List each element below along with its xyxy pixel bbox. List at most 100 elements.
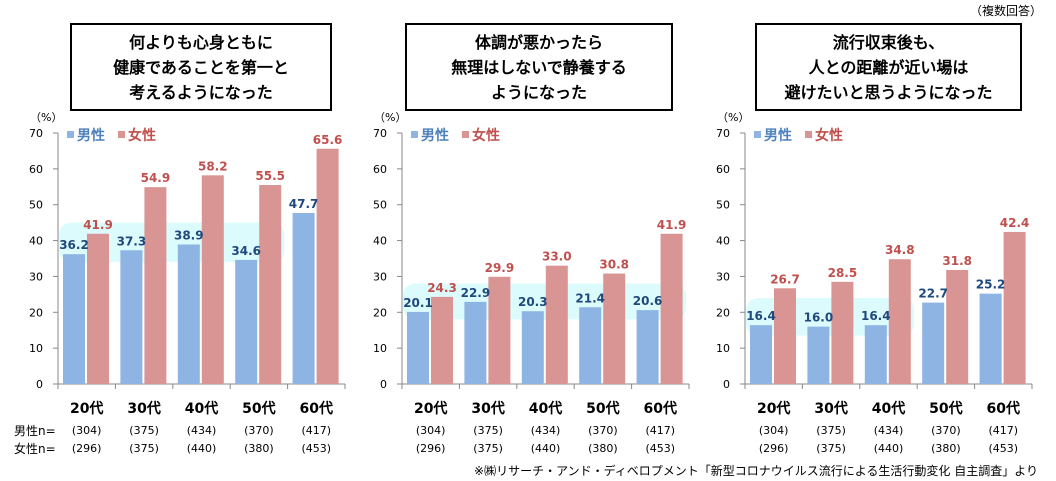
legend-male-swatch <box>411 131 418 138</box>
female-n-value: (380) <box>931 442 961 455</box>
data-label-male: 21.4 <box>575 291 605 305</box>
female-n-value: (440) <box>187 442 217 455</box>
female-n-value: (296) <box>416 442 446 455</box>
data-label-female: 28.5 <box>828 266 858 280</box>
y-tick-label: 10 <box>29 342 43 355</box>
y-unit-label: （%） <box>30 111 62 124</box>
y-tick-label: 30 <box>29 270 43 283</box>
male-n-value: (370) <box>931 424 961 437</box>
y-tick-label: 70 <box>29 127 43 140</box>
legend-male-swatch <box>754 131 761 138</box>
bar-female <box>1003 231 1026 384</box>
female-n-value: (296) <box>759 442 789 455</box>
x-tick-label: 60代 <box>644 400 677 417</box>
data-label-female: 24.3 <box>427 281 457 295</box>
legend-male-label: 男性 <box>421 127 449 144</box>
y-tick-label: 60 <box>29 163 43 176</box>
y-tick-label: 50 <box>29 199 43 212</box>
x-tick-label: 40代 <box>529 400 562 417</box>
x-tick-label: 30代 <box>814 400 847 417</box>
bar-female <box>774 288 796 384</box>
bar-male <box>979 293 1002 384</box>
y-unit-label: （%） <box>374 111 406 124</box>
bar-male <box>235 259 258 384</box>
male-n-value: (370) <box>244 424 274 437</box>
legend-female-swatch <box>805 131 812 138</box>
y-tick-label: 30 <box>716 270 730 283</box>
multiple-answer-note: （複数回答） <box>969 4 1042 18</box>
y-tick-label: 70 <box>716 127 730 140</box>
data-label-male: 16.0 <box>804 311 834 325</box>
female-n-value: (380) <box>588 442 618 455</box>
data-label-female: 58.2 <box>198 159 228 173</box>
bar-male <box>292 212 315 384</box>
data-label-male: 20.3 <box>518 295 548 309</box>
female-n-value: (453) <box>302 442 332 455</box>
female-n-value: (296) <box>72 442 102 455</box>
x-tick-label: 40代 <box>872 400 905 417</box>
x-tick-label: 60代 <box>987 400 1020 417</box>
y-tick-label: 0 <box>36 378 43 391</box>
bar-female <box>431 296 453 384</box>
source-note: ※㈱リサーチ・アンド・ディベロプメント「新型コロナウイルス流行による生活行動変化… <box>474 464 1038 478</box>
data-label-female: 65.6 <box>313 133 343 147</box>
y-tick-label: 20 <box>373 306 387 319</box>
legend-female-label: 女性 <box>815 127 843 144</box>
male-n-value: (304) <box>72 424 102 437</box>
y-tick-label: 70 <box>373 127 387 140</box>
y-tick-label: 40 <box>29 235 43 248</box>
data-label-female: 54.9 <box>141 171 171 185</box>
bar-female <box>87 233 109 384</box>
legend-female-swatch <box>462 131 469 138</box>
bar-female <box>144 187 167 384</box>
x-tick-label: 50代 <box>929 400 962 417</box>
female-n-value: (375) <box>473 442 503 455</box>
data-label-female: 34.8 <box>885 243 915 257</box>
y-tick-label: 60 <box>716 163 730 176</box>
data-label-female: 26.7 <box>770 272 800 286</box>
x-tick-label: 60代 <box>300 400 333 417</box>
data-label-male: 16.4 <box>861 309 891 323</box>
data-label-female: 55.5 <box>255 169 285 183</box>
male-n-value: (417) <box>989 424 1019 437</box>
bar-female <box>888 259 911 384</box>
x-tick-label: 20代 <box>757 400 790 417</box>
female-n-value: (375) <box>816 442 846 455</box>
data-label-female: 31.8 <box>942 254 972 268</box>
data-label-male: 47.7 <box>289 197 319 211</box>
data-label-male: 25.2 <box>976 278 1006 292</box>
bar-female <box>201 175 224 384</box>
legend-male-label: 男性 <box>764 127 792 144</box>
bar-female <box>545 265 568 384</box>
male-n-label: 男性n= <box>14 424 56 438</box>
y-tick-label: 0 <box>380 378 387 391</box>
legend-female-label: 女性 <box>472 127 500 144</box>
legend-female-swatch <box>118 131 125 138</box>
chart-title-2: 体調が悪かったら 無理はしないで静養する ようになった <box>405 23 673 111</box>
data-label-male: 36.2 <box>59 238 89 252</box>
bar-male <box>120 250 143 384</box>
chart-title-3: 流行収束後も、 人との距離が近い場は 避けたいと思うようになった <box>755 23 1022 111</box>
bar-male <box>464 301 487 384</box>
bar-male <box>922 302 945 384</box>
bar-male <box>864 325 887 384</box>
bar-female <box>660 233 683 384</box>
y-tick-label: 50 <box>373 199 387 212</box>
y-tick-label: 10 <box>373 342 387 355</box>
bar-male <box>750 325 772 384</box>
male-n-value: (434) <box>187 424 217 437</box>
female-n-value: (453) <box>989 442 1019 455</box>
bar-female <box>603 273 626 384</box>
y-tick-label: 20 <box>716 306 730 319</box>
bar-female <box>488 276 511 384</box>
female-n-value: (440) <box>874 442 904 455</box>
y-tick-label: 40 <box>716 235 730 248</box>
data-label-male: 38.9 <box>174 229 204 243</box>
female-n-value: (380) <box>244 442 274 455</box>
data-label-female: 29.9 <box>485 261 515 275</box>
male-n-value: (417) <box>302 424 332 437</box>
y-unit-label: （%） <box>717 111 749 124</box>
data-label-female: 33.0 <box>542 250 572 264</box>
male-n-value: (375) <box>473 424 503 437</box>
